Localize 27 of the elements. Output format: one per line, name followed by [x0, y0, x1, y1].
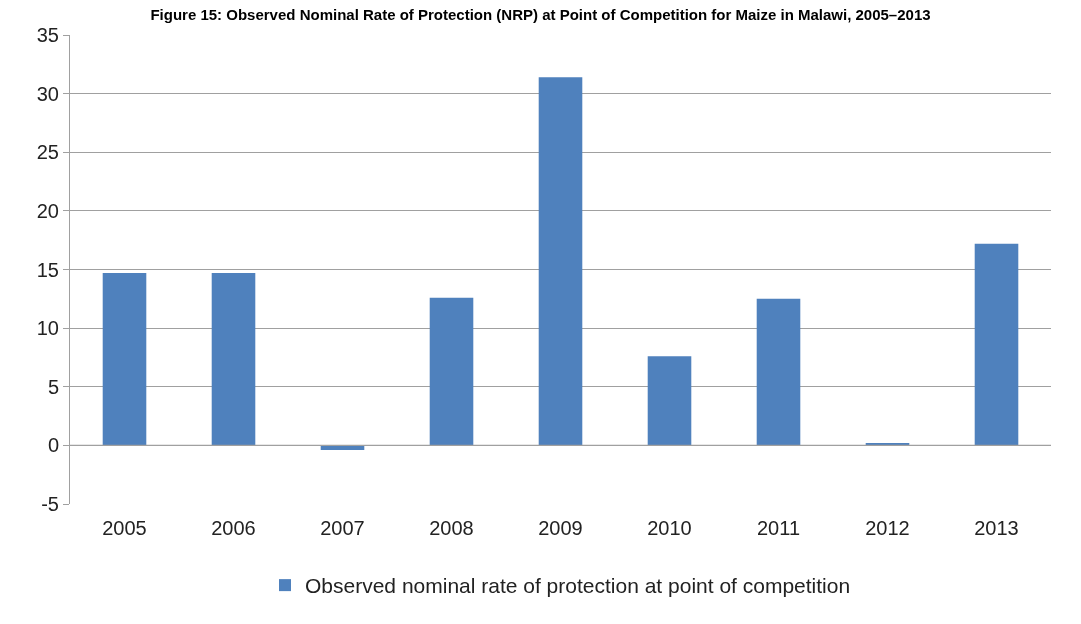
- bar: [211, 273, 256, 446]
- bar: [974, 243, 1019, 446]
- x-tick-label: 2006: [211, 517, 256, 539]
- x-tick-label: 2013: [974, 517, 1019, 539]
- y-tick-label: -5: [41, 493, 59, 515]
- x-tick-label: 2010: [647, 517, 692, 539]
- y-tick-label: 25: [36, 141, 59, 164]
- y-tick-label: 5: [47, 375, 59, 398]
- x-tick-label: 2012: [865, 517, 910, 539]
- y-tick-label: 35: [36, 24, 59, 46]
- y-tick-label: 20: [36, 199, 59, 222]
- y-tick-label: 0: [47, 434, 59, 457]
- x-tick-label: 2007: [320, 517, 365, 539]
- bar: [538, 77, 583, 446]
- x-tick-label: 2011: [756, 517, 801, 539]
- y-tick-label: 30: [36, 82, 59, 105]
- y-tick-label: 10: [36, 317, 59, 340]
- bar: [756, 298, 801, 446]
- chart-title: Figure 15: Observed Nominal Rate of Protection (NRP) at Point of Competition for Maize in Malawi, 2005–2013: [150, 5, 931, 23]
- bar: [102, 273, 147, 446]
- bar: [429, 297, 474, 446]
- x-tick-label: 2009: [538, 517, 583, 539]
- y-tick-label: 15: [36, 258, 59, 281]
- bar: [647, 356, 692, 446]
- legend-label: Observed nominal rate of protection at point of competition: [305, 574, 851, 598]
- x-tick-label: 2005: [102, 517, 147, 539]
- x-tick-label: 2008: [429, 517, 474, 539]
